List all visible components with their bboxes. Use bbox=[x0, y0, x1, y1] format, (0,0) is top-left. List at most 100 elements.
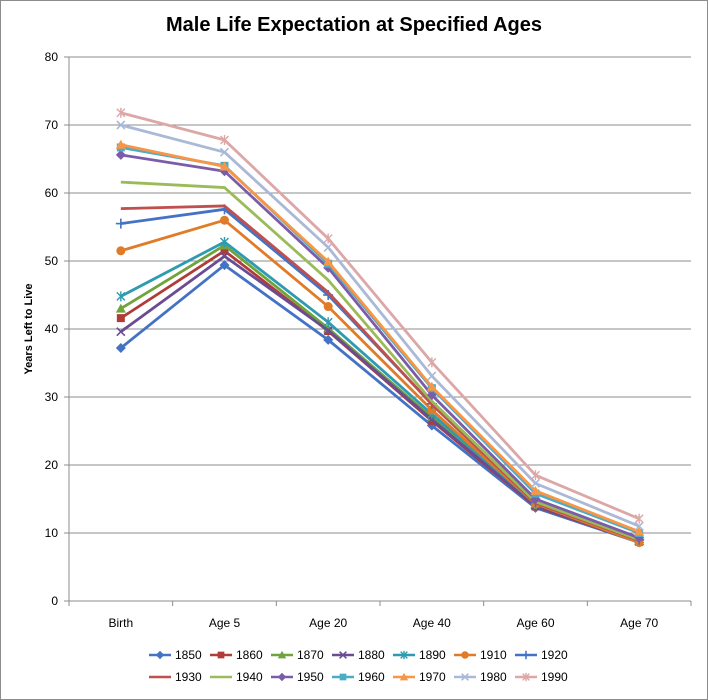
legend-swatch bbox=[454, 651, 476, 659]
series-line-1870 bbox=[120, 243, 640, 543]
data-point-1850 bbox=[115, 343, 126, 354]
data-point-1850 bbox=[323, 334, 334, 345]
x-tick-label: Age 5 bbox=[209, 616, 241, 630]
data-point-1990 bbox=[427, 357, 437, 368]
legend-swatch bbox=[454, 673, 476, 681]
series-line-1980 bbox=[120, 123, 640, 528]
data-point-1970 bbox=[426, 381, 437, 391]
legend-label: 1940 bbox=[236, 670, 263, 684]
legend-marker bbox=[155, 650, 165, 660]
data-point-1990 bbox=[116, 107, 126, 118]
y-tick-label: 80 bbox=[45, 50, 59, 64]
y-tick-label: 40 bbox=[45, 322, 59, 336]
data-point-1850 bbox=[219, 260, 230, 271]
legend-marker bbox=[522, 672, 530, 682]
y-tick-label: 70 bbox=[45, 118, 59, 132]
series-1970 bbox=[115, 139, 645, 536]
chart-title: Male Life Expectation at Specified Ages bbox=[165, 14, 543, 36]
legend-swatch bbox=[271, 672, 293, 682]
data-point-1950 bbox=[115, 149, 126, 160]
legend-item-1880: 1880 bbox=[331, 648, 392, 662]
legend-item-1910: 1910 bbox=[453, 648, 514, 662]
data-point-1990 bbox=[323, 233, 333, 244]
legend-item-1990: 1990 bbox=[514, 670, 575, 684]
data-point-1910 bbox=[220, 215, 229, 225]
legend-label: 1950 bbox=[297, 670, 324, 684]
legend-label: 1860 bbox=[236, 648, 263, 662]
legend-item-1960: 1960 bbox=[331, 670, 392, 684]
data-point-1860 bbox=[220, 246, 229, 255]
data-point-1970 bbox=[219, 161, 230, 171]
data-point-1860 bbox=[116, 314, 125, 323]
legend-swatch bbox=[332, 673, 354, 681]
x-tick-label: Age 20 bbox=[309, 616, 347, 630]
data-point-1880 bbox=[116, 327, 126, 337]
legend-swatch bbox=[332, 651, 354, 659]
legend-item-1980: 1980 bbox=[453, 670, 514, 684]
series-line-1860 bbox=[120, 249, 640, 544]
data-point-1910 bbox=[116, 246, 126, 256]
legend-item-1930: 1930 bbox=[148, 670, 209, 684]
legend-swatch bbox=[149, 675, 171, 679]
legend-marker bbox=[339, 673, 347, 681]
data-point-1990 bbox=[220, 134, 229, 145]
tick-labels: 0 10 20 30 40 50 60 70 80 Birth Age 5 Age 20 Age 40 A… bbox=[45, 50, 659, 630]
axes bbox=[64, 56, 692, 606]
series-1870 bbox=[115, 240, 645, 546]
legend-label: 1990 bbox=[541, 670, 568, 684]
legend-item-1940: 1940 bbox=[209, 670, 270, 684]
y-tick-label: 20 bbox=[45, 458, 59, 472]
legend-label: 1850 bbox=[175, 648, 202, 662]
legend-label: 1920 bbox=[541, 648, 568, 662]
legend-marker bbox=[217, 651, 225, 659]
x-tick-label: Age 40 bbox=[413, 616, 451, 630]
series-line-1940 bbox=[120, 180, 640, 542]
data-point-1890 bbox=[116, 291, 126, 302]
data-point-1890 bbox=[220, 236, 229, 247]
legend-label: 1910 bbox=[480, 648, 507, 662]
data-point-1990 bbox=[634, 513, 644, 524]
data-point-1970 bbox=[115, 139, 126, 149]
data-point-1980 bbox=[427, 371, 437, 381]
legend-marker bbox=[277, 672, 287, 682]
legend-item-1870: 1870 bbox=[270, 648, 331, 662]
legend-swatch bbox=[393, 650, 415, 660]
legend-label: 1880 bbox=[358, 648, 385, 662]
legend-label: 1960 bbox=[358, 670, 385, 684]
legend-item-1860: 1860 bbox=[209, 648, 270, 662]
gridlines bbox=[69, 56, 691, 534]
data-point-1990 bbox=[531, 470, 540, 481]
x-tick-label: Age 60 bbox=[516, 616, 554, 630]
legend-item-1970: 1970 bbox=[392, 670, 453, 684]
data-point-1880 bbox=[219, 251, 230, 261]
legend-marker bbox=[521, 650, 531, 660]
series-line-1990 bbox=[120, 111, 640, 521]
data-point-1980 bbox=[530, 478, 541, 488]
y-tick-label: 60 bbox=[45, 186, 59, 200]
data-point-1910 bbox=[323, 302, 333, 312]
data-point-1980 bbox=[219, 147, 230, 157]
legend-swatch bbox=[210, 651, 232, 659]
series-line-1970 bbox=[120, 143, 640, 533]
legend-label: 1970 bbox=[419, 670, 446, 684]
series-line-1950 bbox=[120, 153, 640, 540]
legend-marker bbox=[461, 651, 469, 659]
legend-swatch bbox=[210, 675, 232, 679]
legend-item-1850: 1850 bbox=[148, 648, 209, 662]
series-1990 bbox=[116, 107, 644, 524]
plot-area: 0 10 20 30 40 50 60 70 80 Birth Age 5 Age 20 Age 40 A… bbox=[23, 50, 692, 630]
legend-swatch bbox=[393, 672, 415, 681]
legend-marker bbox=[461, 673, 469, 681]
data-point-1980 bbox=[116, 120, 126, 130]
series-1980 bbox=[116, 120, 644, 531]
series-1890 bbox=[116, 236, 644, 545]
legend-marker bbox=[277, 650, 287, 659]
legend-item-1890: 1890 bbox=[392, 648, 453, 662]
legend-label: 1980 bbox=[480, 670, 507, 684]
legend-item-1950: 1950 bbox=[270, 670, 331, 684]
legend-swatch bbox=[515, 650, 537, 660]
series-lines bbox=[115, 107, 645, 548]
legend-item-1920: 1920 bbox=[514, 648, 575, 662]
y-tick-label: 30 bbox=[45, 390, 59, 404]
y-tick-label: 10 bbox=[45, 526, 59, 540]
